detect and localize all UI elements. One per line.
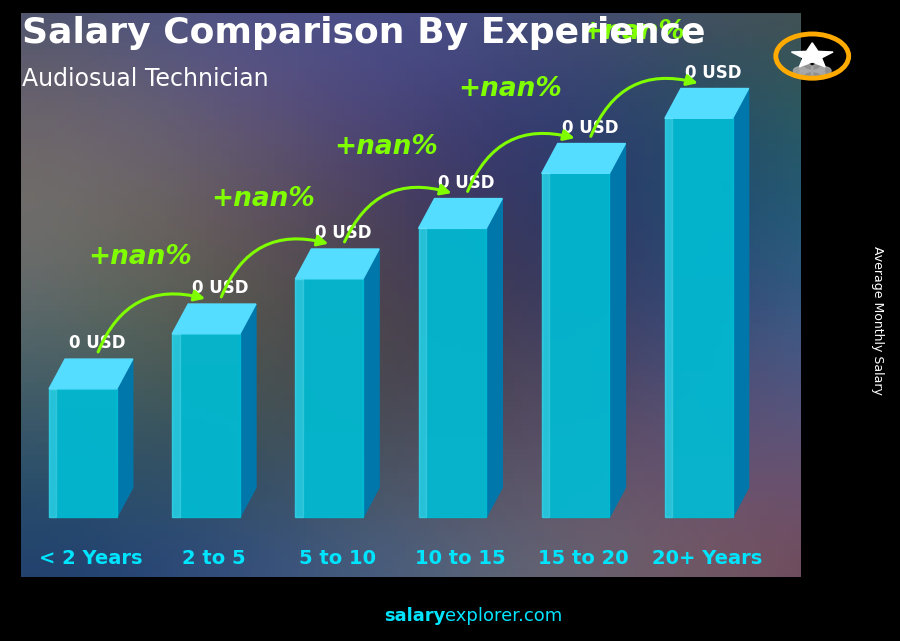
Text: 5 to 10: 5 to 10 — [299, 549, 376, 569]
Text: 0 USD: 0 USD — [315, 224, 372, 242]
Text: +nan%: +nan% — [88, 244, 192, 270]
Polygon shape — [665, 119, 672, 517]
Polygon shape — [295, 279, 363, 517]
Polygon shape — [117, 359, 133, 517]
Text: 0 USD: 0 USD — [68, 334, 125, 352]
Polygon shape — [418, 228, 426, 517]
Text: 2 to 5: 2 to 5 — [183, 549, 246, 569]
Text: +nan%: +nan% — [581, 19, 685, 45]
Polygon shape — [172, 304, 256, 334]
Circle shape — [818, 67, 831, 75]
Text: Audiosual Technician: Audiosual Technician — [22, 67, 269, 91]
Polygon shape — [542, 144, 625, 173]
Polygon shape — [665, 119, 733, 517]
Polygon shape — [363, 249, 379, 517]
Text: < 2 Years: < 2 Years — [40, 549, 143, 569]
Polygon shape — [49, 359, 133, 389]
Circle shape — [799, 69, 813, 78]
Polygon shape — [791, 43, 833, 67]
Polygon shape — [418, 199, 502, 228]
Polygon shape — [733, 88, 749, 517]
Text: 0 USD: 0 USD — [685, 63, 742, 81]
Polygon shape — [542, 173, 609, 517]
Text: +nan%: +nan% — [212, 187, 315, 212]
Polygon shape — [172, 334, 240, 517]
Text: +nan%: +nan% — [335, 133, 438, 160]
Polygon shape — [486, 199, 502, 517]
Text: 15 to 20: 15 to 20 — [538, 549, 629, 569]
Text: 10 to 15: 10 to 15 — [415, 549, 506, 569]
Text: 0 USD: 0 USD — [438, 174, 495, 192]
Polygon shape — [240, 304, 256, 517]
Text: salary: salary — [384, 607, 446, 625]
Circle shape — [799, 64, 813, 72]
Polygon shape — [418, 228, 486, 517]
Text: +nan%: +nan% — [458, 76, 562, 103]
Polygon shape — [295, 279, 302, 517]
Polygon shape — [665, 88, 749, 119]
Circle shape — [812, 64, 825, 72]
Text: 0 USD: 0 USD — [192, 279, 248, 297]
Polygon shape — [542, 173, 549, 517]
Text: Average Monthly Salary: Average Monthly Salary — [871, 246, 884, 395]
Polygon shape — [172, 334, 180, 517]
Text: 0 USD: 0 USD — [562, 119, 618, 137]
Text: explorer.com: explorer.com — [446, 607, 562, 625]
Polygon shape — [295, 249, 379, 279]
Text: Salary Comparison By Experience: Salary Comparison By Experience — [22, 16, 706, 50]
Circle shape — [812, 69, 825, 78]
Polygon shape — [609, 144, 626, 517]
Text: 20+ Years: 20+ Years — [652, 549, 762, 569]
Polygon shape — [49, 389, 57, 517]
Polygon shape — [49, 389, 117, 517]
Circle shape — [794, 67, 806, 75]
